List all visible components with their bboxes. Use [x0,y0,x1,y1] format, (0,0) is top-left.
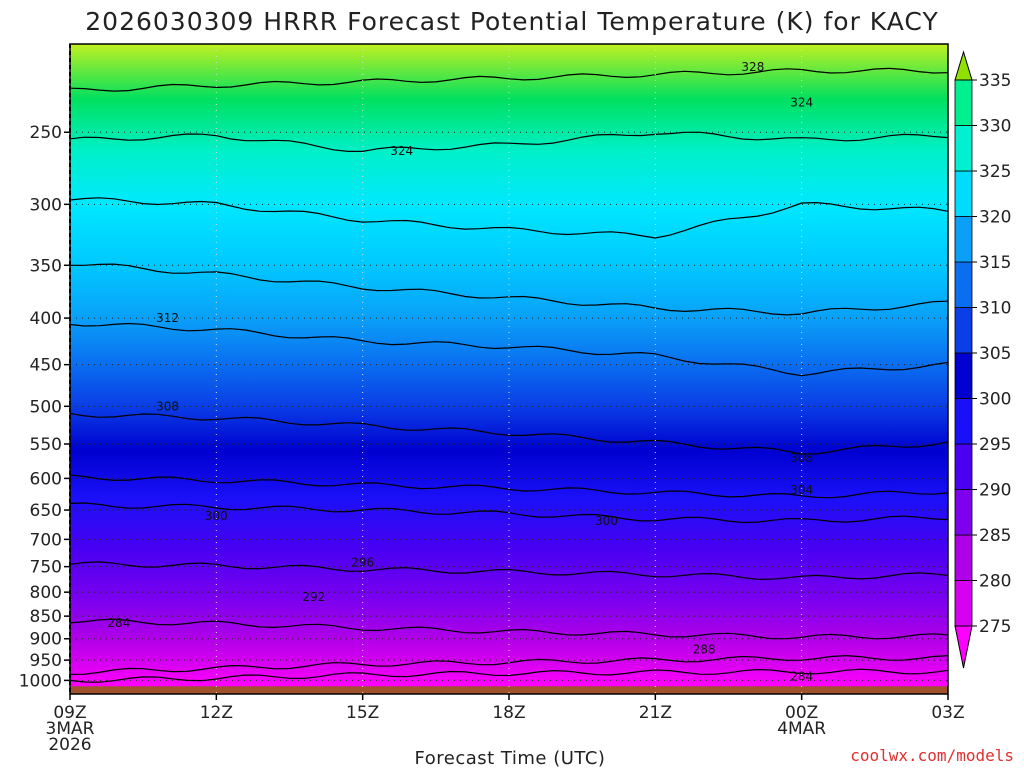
contour-308 [70,412,948,455]
colorbar-label: 305 [979,344,1011,364]
colorbar-band [954,261,973,308]
contour-label: 308 [790,451,813,465]
colorbar-band [954,170,973,217]
colorbar-label: 310 [979,299,1011,319]
x-tick-label: 4MAR [777,719,826,739]
y-tick-label: 800 [30,583,62,603]
colorbar-band [954,125,973,172]
y-tick-label: 250 [30,123,62,143]
chart-title: 2026030309 HRRR Forecast Potential Tempe… [85,7,938,36]
contour-296 [70,561,948,580]
colorbar-label: 330 [979,117,1011,137]
colorbar-label: 295 [979,435,1011,455]
contour-label: 288 [693,643,716,657]
x-tick-label: 2026 [48,735,91,755]
y-tick-label: 500 [30,397,62,417]
contour-label: 328 [741,60,764,74]
contour-label: 284 [107,616,130,630]
colorbar-band [954,580,973,627]
contour-label: 292 [302,590,325,604]
colorbar-label: 280 [979,572,1011,592]
colorbar-label: 290 [979,481,1011,501]
x-axis-label: Forecast Time (UTC) [415,748,606,768]
y-tick-label: 1000 [19,671,62,691]
contour-312 [70,322,948,377]
contour-label: 300 [595,514,618,528]
x-tick-label: 12Z [200,703,233,723]
x-tick-label: 03Z [931,703,964,723]
contour-320 [70,197,948,239]
x-tick-label: 3MAR [46,719,95,739]
y-tick-label: 350 [30,256,62,276]
contour-label: 304 [790,483,813,497]
x-tick-label: 21Z [639,703,672,723]
x-tick-label: 00Z [785,703,818,723]
y-tick-label: 750 [30,558,62,578]
contour-label: 312 [156,311,179,325]
y-tick-label: 450 [30,356,62,376]
colorbar-band [954,398,973,445]
contour-284 [70,668,948,683]
colorbar-band [954,534,973,581]
y-tick-label: 550 [30,435,62,455]
contour-label: 324 [790,96,813,110]
contour-label: 324 [390,144,413,158]
colorbar-band [954,307,973,354]
colorbar-label: 300 [979,390,1011,410]
colorbar-label: 285 [979,526,1011,546]
x-tick-label: 09Z [53,703,86,723]
colorbar: 275 280 285 290 295 300 305 310 315 320 325 330 335 [954,50,1011,669]
colorbar-top-arrow [954,50,973,81]
contour-label: 284 [790,669,813,683]
colorbar-label: 275 [979,617,1011,637]
y-tick-label: 400 [30,309,62,329]
y-tick-label: 850 [30,607,62,627]
colorbar-label: 315 [979,253,1011,273]
colorbar-band [954,216,973,263]
contour-label: 308 [156,399,179,413]
contour-328 [70,67,948,92]
plot-area: 328 324 324 312 308 308 304 300 300 296 292 288 284 2… [70,44,948,694]
y-tick-label: 650 [30,501,62,521]
y-tick-label: 700 [30,530,62,550]
colorbar-band [954,443,973,490]
colorbar-band [954,489,973,536]
x-tick-label: 15Z [346,703,379,723]
y-tick-label: 300 [30,195,62,215]
colorbar-band [954,352,973,399]
contour-324 [70,131,948,152]
contour-292 [70,618,948,640]
colorbar-label: 320 [979,208,1011,228]
credit-text: coolwx.com/models [850,746,1014,765]
x-tick-label: 18Z [492,703,525,723]
contour-label: 296 [351,555,374,569]
contour-label: 300 [205,509,228,523]
y-tick-label: 950 [30,651,62,671]
ground-strip [70,686,948,694]
colorbar-band [954,79,973,126]
axes: 250 300 350 400 450 500 550 600 650 700 750 800 850 9… [19,43,965,755]
y-tick-label: 600 [30,469,62,489]
colorbar-bottom-arrow [954,625,973,669]
colorbar-label: 325 [979,162,1011,182]
y-tick-label: 900 [30,630,62,650]
colorbar-label: 335 [979,71,1011,91]
